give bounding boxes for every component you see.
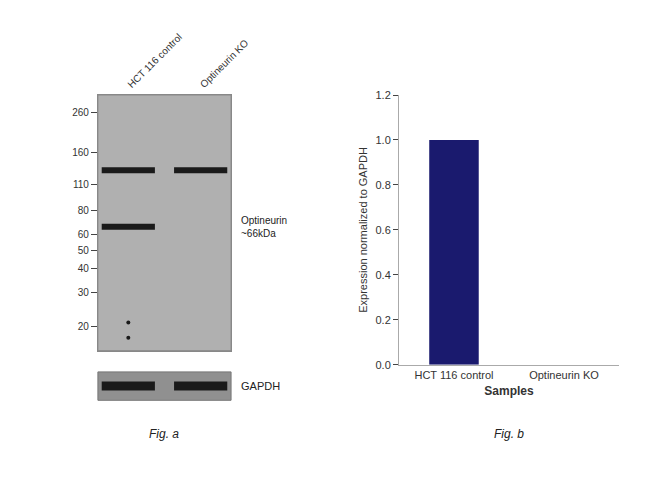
svg-text:30: 30: [78, 287, 90, 298]
svg-text:0.0: 0.0: [375, 359, 390, 371]
svg-text:60: 60: [78, 229, 90, 240]
svg-text:0.4: 0.4: [375, 269, 390, 281]
svg-text:1.0: 1.0: [375, 134, 390, 146]
svg-text:50: 50: [78, 245, 90, 256]
svg-text:160: 160: [72, 147, 89, 158]
svg-text:1.2: 1.2: [375, 89, 390, 101]
svg-text:HCT 116 control: HCT 116 control: [125, 31, 184, 90]
svg-text:Samples: Samples: [484, 384, 534, 398]
svg-text:110: 110: [73, 179, 89, 190]
svg-text:HCT 116 control: HCT 116 control: [414, 369, 493, 381]
svg-text:Optineurin~66kDa: Optineurin~66kDa: [241, 215, 287, 239]
svg-text:80: 80: [78, 205, 90, 216]
svg-text:0.8: 0.8: [375, 179, 390, 191]
svg-text:Optineurin KO: Optineurin KO: [198, 37, 251, 90]
svg-text:20: 20: [78, 321, 90, 332]
svg-text:40: 40: [78, 263, 90, 274]
svg-text:Expression normalized to GAPDH: Expression normalized to GAPDH: [357, 147, 369, 313]
svg-text:GAPDH: GAPDH: [241, 380, 280, 392]
svg-text:0.6: 0.6: [375, 224, 390, 236]
svg-text:Optineurin KO: Optineurin KO: [529, 369, 599, 381]
svg-text:260: 260: [72, 107, 89, 118]
svg-text:0.2: 0.2: [375, 314, 390, 326]
svg-text:Fig. b: Fig. b: [494, 427, 524, 441]
svg-text:Fig. a: Fig. a: [149, 427, 179, 441]
